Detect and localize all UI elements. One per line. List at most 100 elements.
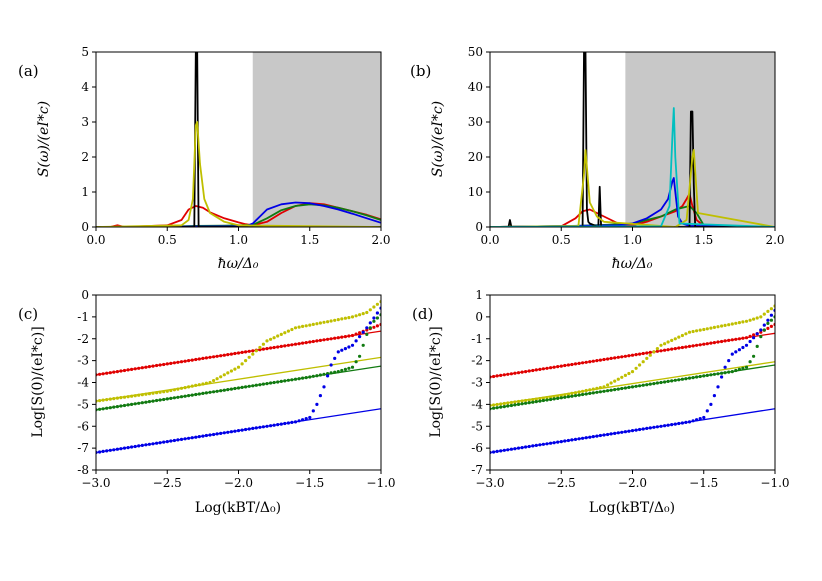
panel-d-xtick-label: −2.5 — [547, 476, 576, 490]
panel-c-dot-yellow — [240, 362, 244, 366]
panel-c-dot-blue — [293, 420, 298, 424]
panel-c-dot-red — [297, 342, 301, 346]
panel-d-dot-blue — [527, 444, 531, 449]
panel-c-dot-red — [155, 363, 159, 368]
panel-d-dot-blue — [581, 436, 585, 440]
panel-d-dot-red — [598, 358, 603, 362]
panel-d-dot-yellow — [563, 393, 567, 397]
panel-d-dot-red — [524, 370, 528, 374]
panel-c-dot-red — [165, 362, 169, 366]
panel-c-dot-green — [354, 360, 358, 364]
panel-c-dot-yellow — [183, 386, 187, 390]
panel-d-dot-yellow — [723, 323, 727, 327]
panel-d-dot-red — [499, 373, 503, 377]
panel-c-dot-yellow — [286, 329, 290, 333]
panel-d-dot-blue — [752, 336, 756, 340]
panel-d-dot-blue — [620, 430, 624, 434]
panel-c-dot-blue — [222, 431, 226, 435]
panel-c-dot-green — [130, 402, 134, 406]
panel-c-dot-yellow — [290, 327, 294, 332]
panel-c-dot-red — [304, 341, 308, 345]
panel-c-dot-red — [308, 340, 312, 344]
panel-d-dot-red — [766, 326, 770, 330]
panel-c-dot-green — [358, 354, 362, 358]
panel-d-dot-red — [563, 363, 567, 368]
panel-d-dot-green — [695, 375, 699, 379]
panel-c-dot-yellow — [244, 359, 248, 363]
panel-d-dot-red — [573, 362, 578, 366]
panel-d-dot-red — [769, 324, 774, 328]
panel-d-dot-green — [762, 328, 766, 332]
panel-d-dot-green — [538, 399, 542, 403]
panel-c-dot-yellow — [204, 381, 208, 385]
panel-c-dot-blue — [172, 438, 176, 443]
panel-d-dot-yellow — [727, 323, 731, 327]
panel-d-dot-green — [659, 380, 663, 385]
panel-c-dot-yellow — [340, 317, 344, 321]
panel-c-dot-red — [272, 345, 276, 350]
panel-c-dot-red — [290, 343, 294, 347]
panel-c-dot-yellow — [98, 399, 102, 403]
panel-c-ytick-label: -6 — [77, 419, 89, 433]
panel-d-dot-yellow — [752, 317, 756, 321]
panel-c-dot-green — [155, 398, 159, 403]
panel-c-dot-green — [290, 378, 294, 382]
panel-c-dot-red — [190, 358, 194, 362]
panel-b-ylabel: S(ω)/(eI*c) — [430, 101, 446, 177]
panel-c-xtick-label: −1.0 — [366, 476, 395, 490]
panel-d-dot-green — [545, 398, 549, 402]
panel-d-dot-green — [563, 395, 567, 399]
panel-c-dot-red — [251, 349, 255, 353]
panel-c-dot-green — [115, 405, 119, 409]
panel-d-dot-green — [716, 372, 720, 376]
panel-d-dot-green — [755, 344, 759, 348]
panel-d-dot-blue — [698, 417, 702, 421]
panel-c-dot-blue — [101, 449, 105, 453]
panel-d-dot-blue — [598, 433, 603, 438]
panel-c-dot-green — [301, 376, 305, 380]
panel-c-dot-blue — [358, 335, 362, 339]
panel-c-dot-blue — [183, 437, 187, 441]
panel-c-dot-red — [133, 367, 137, 371]
panel-c-dot-red — [301, 341, 305, 345]
panel-d-dot-green — [613, 388, 617, 392]
panel-c-dot-blue — [201, 434, 205, 438]
panel-d-dot-yellow — [573, 391, 578, 395]
panel-c-dot-blue — [140, 443, 144, 447]
panel-c-dot-yellow — [194, 383, 198, 387]
panel-d-dot-red — [752, 333, 756, 337]
panel-d-dot-yellow — [769, 307, 774, 311]
panel-d-dot-yellow — [737, 321, 742, 325]
panel-d-dot-red — [559, 364, 563, 368]
panel-c-dot-blue — [286, 421, 290, 425]
panel-c-dot-yellow — [229, 369, 233, 373]
panel-c-dot-yellow — [261, 342, 265, 346]
panel-d-dot-yellow — [588, 388, 592, 392]
panel-d-dot-yellow — [705, 327, 709, 331]
panel-c-dot-red — [176, 360, 180, 364]
panel-c-dot-blue — [226, 430, 230, 434]
panel-c-dot-yellow — [105, 398, 109, 402]
panel-d-dot-yellow — [695, 329, 699, 333]
panel-d-dot-green — [673, 378, 677, 382]
panel-c-dot-red — [240, 350, 244, 354]
panel-c-dot-yellow — [190, 384, 194, 388]
panel-d-dot-blue — [534, 443, 538, 447]
panel-c-dot-green — [261, 382, 265, 386]
panel-d-dot-blue — [563, 439, 567, 443]
panel-c-dot-yellow — [233, 367, 237, 371]
panel-d-dot-red — [527, 369, 531, 373]
panel-d-dot-red — [552, 365, 556, 369]
panel-d-dot-green — [577, 393, 581, 397]
panel-c-dot-blue — [333, 356, 337, 360]
panel-d-dot-red — [638, 352, 642, 356]
panel-c-dot-blue — [304, 417, 308, 421]
panel-d-dot-yellow — [652, 350, 656, 354]
panel-a-xtick-label: 0.0 — [86, 233, 105, 247]
panel-c-dot-green — [169, 396, 173, 400]
panel-c-dot-red — [258, 348, 262, 352]
panel-c-xtick-label: −3.0 — [81, 476, 110, 490]
panel-d-dot-green — [602, 389, 606, 393]
panel-d-dot-blue — [723, 365, 727, 369]
panel-d-dot-red — [695, 343, 699, 347]
